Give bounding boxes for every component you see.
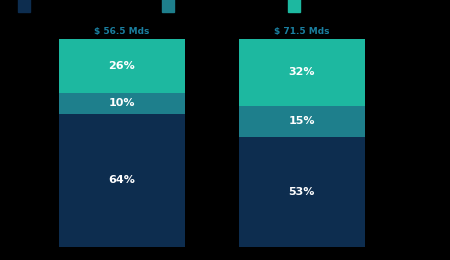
Bar (238, 137, 364, 247)
Text: 53%: 53% (288, 187, 315, 197)
Bar (238, 39, 364, 106)
Bar (238, 106, 364, 137)
Text: 32%: 32% (288, 67, 315, 77)
Text: 10%: 10% (108, 99, 135, 108)
Text: $ 71.5 Mds: $ 71.5 Mds (274, 27, 329, 36)
Text: 26%: 26% (108, 61, 135, 71)
Bar (58, 93, 184, 114)
Bar (58, 39, 184, 93)
Text: $ 56.5 Mds: $ 56.5 Mds (94, 27, 149, 36)
Text: 64%: 64% (108, 176, 135, 185)
Text: 15%: 15% (288, 116, 315, 126)
Bar (58, 114, 184, 247)
